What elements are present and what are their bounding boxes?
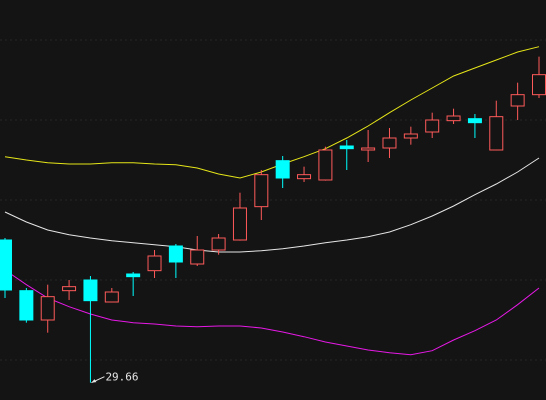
candle-body bbox=[190, 249, 205, 265]
candle-body bbox=[40, 296, 55, 321]
candle-body bbox=[0, 239, 12, 291]
candle-body bbox=[126, 273, 141, 278]
candle-body bbox=[211, 237, 226, 251]
band-line bbox=[4, 46, 540, 179]
candle-body bbox=[297, 174, 312, 180]
candle-body bbox=[275, 160, 290, 179]
candle-body bbox=[232, 207, 247, 241]
candle-body bbox=[339, 145, 354, 150]
band-line bbox=[4, 157, 540, 253]
band-line bbox=[4, 269, 540, 356]
candle-body bbox=[361, 147, 376, 151]
candle-body bbox=[403, 133, 418, 139]
candle-body bbox=[147, 255, 162, 272]
candle-body bbox=[254, 174, 269, 208]
candle-body bbox=[318, 149, 333, 181]
candle-body bbox=[62, 286, 77, 292]
candle-body bbox=[104, 291, 119, 303]
annotation-arrowhead bbox=[91, 379, 97, 383]
candle-body bbox=[19, 290, 34, 321]
candle-body bbox=[83, 279, 98, 302]
candle-body bbox=[467, 118, 482, 124]
candle-body bbox=[425, 119, 440, 133]
candle-body bbox=[168, 245, 183, 263]
candle-body bbox=[510, 94, 525, 107]
candle-body bbox=[532, 74, 546, 96]
candle-body bbox=[446, 115, 461, 122]
candle-body bbox=[382, 137, 397, 149]
candle-body bbox=[489, 116, 504, 151]
annotation-label: 29.66 bbox=[105, 371, 138, 384]
